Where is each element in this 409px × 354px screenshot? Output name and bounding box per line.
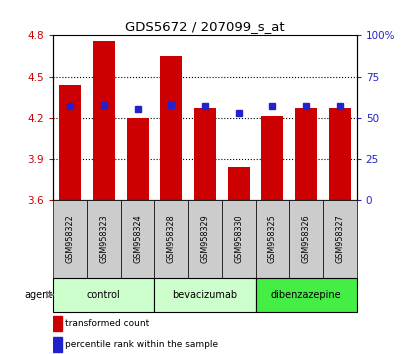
Bar bbox=[53, 278, 154, 312]
Bar bbox=[221, 200, 255, 278]
Text: dibenzazepine: dibenzazepine bbox=[270, 290, 341, 300]
Bar bbox=[188, 200, 221, 278]
Text: agent: agent bbox=[24, 290, 52, 300]
Text: GSM958329: GSM958329 bbox=[200, 215, 209, 263]
Bar bbox=[126, 118, 148, 200]
Text: GSM958330: GSM958330 bbox=[234, 215, 243, 263]
Bar bbox=[53, 337, 62, 352]
Bar bbox=[255, 278, 356, 312]
Bar bbox=[322, 200, 356, 278]
Bar bbox=[93, 41, 115, 200]
Bar bbox=[53, 200, 87, 278]
Bar bbox=[87, 200, 120, 278]
Bar bbox=[328, 108, 350, 200]
Text: control: control bbox=[87, 290, 120, 300]
Bar bbox=[227, 167, 249, 200]
Text: percentile rank within the sample: percentile rank within the sample bbox=[65, 340, 218, 349]
Bar bbox=[294, 108, 316, 200]
Text: GSM958327: GSM958327 bbox=[335, 215, 344, 263]
Text: GSM958324: GSM958324 bbox=[133, 215, 142, 263]
Text: GSM958322: GSM958322 bbox=[65, 215, 74, 263]
Bar bbox=[154, 200, 188, 278]
Bar bbox=[59, 85, 81, 200]
Bar bbox=[53, 316, 62, 331]
Text: GSM958325: GSM958325 bbox=[267, 215, 276, 263]
Text: GSM958323: GSM958323 bbox=[99, 215, 108, 263]
Bar bbox=[193, 108, 216, 200]
Bar bbox=[160, 56, 182, 200]
Text: transformed count: transformed count bbox=[65, 319, 149, 328]
Text: bevacizumab: bevacizumab bbox=[172, 290, 237, 300]
Bar bbox=[120, 200, 154, 278]
Text: GSM958328: GSM958328 bbox=[166, 215, 175, 263]
Bar bbox=[261, 116, 283, 200]
Bar bbox=[289, 200, 322, 278]
Bar bbox=[255, 200, 289, 278]
Text: GSM958326: GSM958326 bbox=[301, 215, 310, 263]
Bar bbox=[154, 278, 255, 312]
Title: GDS5672 / 207099_s_at: GDS5672 / 207099_s_at bbox=[125, 20, 284, 33]
